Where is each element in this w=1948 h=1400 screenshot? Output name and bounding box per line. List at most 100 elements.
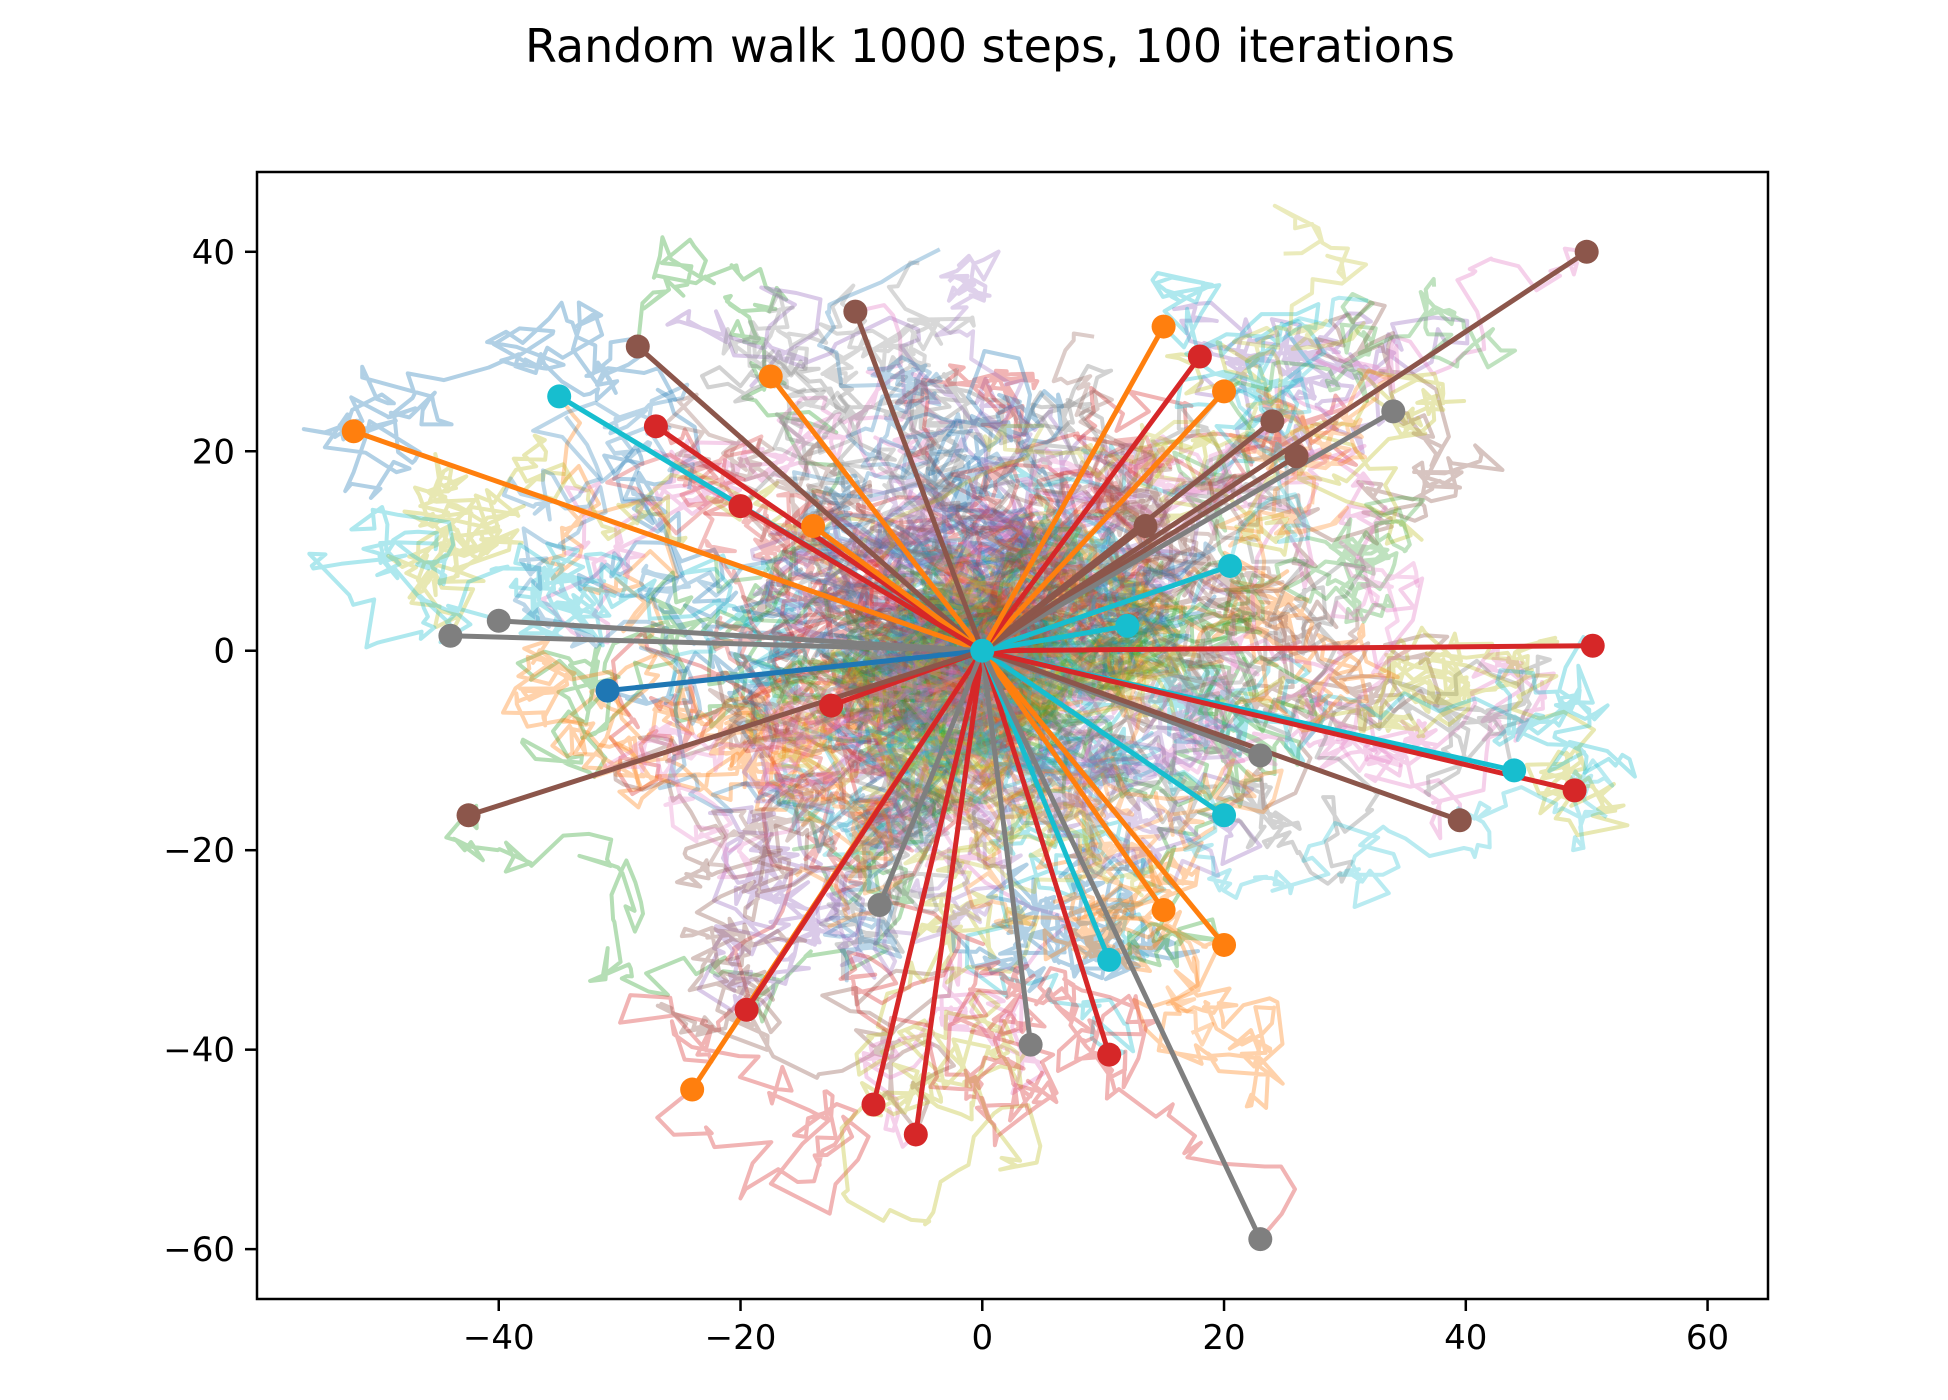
walk-trail (911, 300, 1470, 659)
endpoint-marker (1212, 932, 1237, 957)
walk-trail (959, 580, 1450, 812)
endpoint-marker (1151, 898, 1176, 923)
endpoint-line (979, 650, 1034, 1045)
endpoint-marker (1502, 758, 1527, 783)
endpoint-line (980, 389, 1226, 653)
walk-trail (811, 412, 1038, 682)
walk-trail (966, 368, 1393, 674)
walk-trail (848, 363, 1358, 689)
endpoint-marker (438, 623, 463, 648)
endpoint-line (467, 648, 984, 818)
endpoint-marker (1151, 314, 1176, 339)
walk-trail (905, 598, 1302, 968)
y-tick-label: 40 (192, 233, 235, 273)
x-axis: −40 −20 0 20 40 60 (463, 1299, 1729, 1358)
endpoint-line (981, 648, 1461, 823)
endpoint-marker (843, 299, 868, 324)
walk-trail (928, 249, 1098, 659)
endpoint-line (980, 649, 1263, 1241)
walk-trail (964, 541, 1216, 689)
walk-trail (959, 619, 1556, 841)
walk-trail (980, 649, 1552, 886)
endpoint-marker (625, 334, 650, 359)
endpoint-marker (456, 803, 481, 828)
endpoint-marker (1580, 633, 1605, 658)
walk-trail (764, 581, 1034, 868)
walk-trail (618, 473, 1038, 1216)
x-tick-label: 40 (1444, 1318, 1487, 1358)
endpoint-marker (643, 414, 668, 439)
endpoint-marker (1248, 1227, 1273, 1252)
endpoint-marker (734, 997, 759, 1022)
y-tick-label: 20 (192, 432, 235, 472)
walk-trail (713, 545, 1060, 776)
endpoint-marker (867, 893, 892, 918)
x-tick-label: −20 (705, 1318, 777, 1358)
walk-trail (444, 629, 991, 1024)
walk-trail (878, 513, 1090, 794)
endpoint-line (871, 650, 985, 1106)
endpoint-marker (1284, 444, 1309, 469)
endpoint-line (980, 649, 1226, 947)
walk-trail (700, 349, 1114, 655)
y-tick-label: −40 (163, 1031, 235, 1071)
endpoint-marker (861, 1092, 886, 1117)
endpoint-line (980, 419, 1274, 653)
walk-trail (792, 247, 986, 669)
endpoint-marker (1018, 1032, 1043, 1057)
walk-trail (386, 433, 983, 654)
endpoint-marker (547, 384, 572, 409)
x-tick-label: 0 (971, 1318, 993, 1358)
walk-trail (663, 392, 1027, 660)
endpoint-line (811, 524, 984, 653)
walk-trail (742, 511, 1217, 745)
walk-trail (669, 616, 1059, 857)
walk-trail (665, 285, 1171, 652)
walk-trail (612, 644, 984, 1133)
endpoint-marker (1218, 553, 1243, 578)
walk-trail (966, 625, 1630, 838)
walk-trail (886, 512, 1085, 784)
endpoint-markers (341, 239, 1605, 1252)
endpoint-line (450, 633, 983, 654)
endpoint-marker (1212, 803, 1237, 828)
endpoint-marker (341, 419, 366, 444)
x-tick-label: −40 (463, 1318, 535, 1358)
endpoint-line (980, 649, 1166, 912)
endpoint-line (744, 649, 985, 1012)
walk-trail (920, 604, 1200, 994)
endpoint-marker (1133, 514, 1158, 539)
chart-title: Random walk 1000 steps, 100 iterations (525, 19, 1455, 73)
endpoint-marker (1562, 778, 1587, 803)
walk-trail (964, 612, 1170, 1065)
endpoint-marker (801, 514, 826, 539)
endpoint-marker (1097, 1042, 1122, 1067)
endpoint-marker (1574, 239, 1599, 264)
endpoint-marker (903, 1122, 928, 1147)
endpoint-marker (970, 638, 995, 663)
x-tick-label: 60 (1686, 1318, 1729, 1358)
endpoint-lines (352, 249, 1593, 1241)
endpoint-marker (1447, 808, 1472, 833)
walk-trail (776, 594, 1038, 874)
endpoint-marker (595, 678, 620, 703)
walk-trail (858, 539, 1067, 1149)
endpoint-line (607, 648, 983, 694)
x-tick-label: 20 (1202, 1318, 1245, 1358)
endpoint-line (768, 374, 985, 653)
walk-trail (892, 340, 1467, 737)
endpoint-marker (1187, 344, 1212, 369)
endpoint-marker (819, 693, 844, 718)
endpoint-line (981, 563, 1231, 654)
endpoint-line (981, 623, 1128, 654)
endpoint-line (739, 503, 984, 653)
endpoint-marker (1097, 947, 1122, 972)
endpoint-line (853, 310, 985, 652)
walk-trail (825, 300, 1505, 701)
walk-trail (707, 641, 984, 880)
endpoint-line (913, 650, 985, 1135)
endpoint-marker (1260, 409, 1285, 434)
endpoint-marker (1212, 379, 1237, 404)
endpoint-line (979, 649, 1112, 961)
endpoint-marker (1115, 613, 1140, 638)
